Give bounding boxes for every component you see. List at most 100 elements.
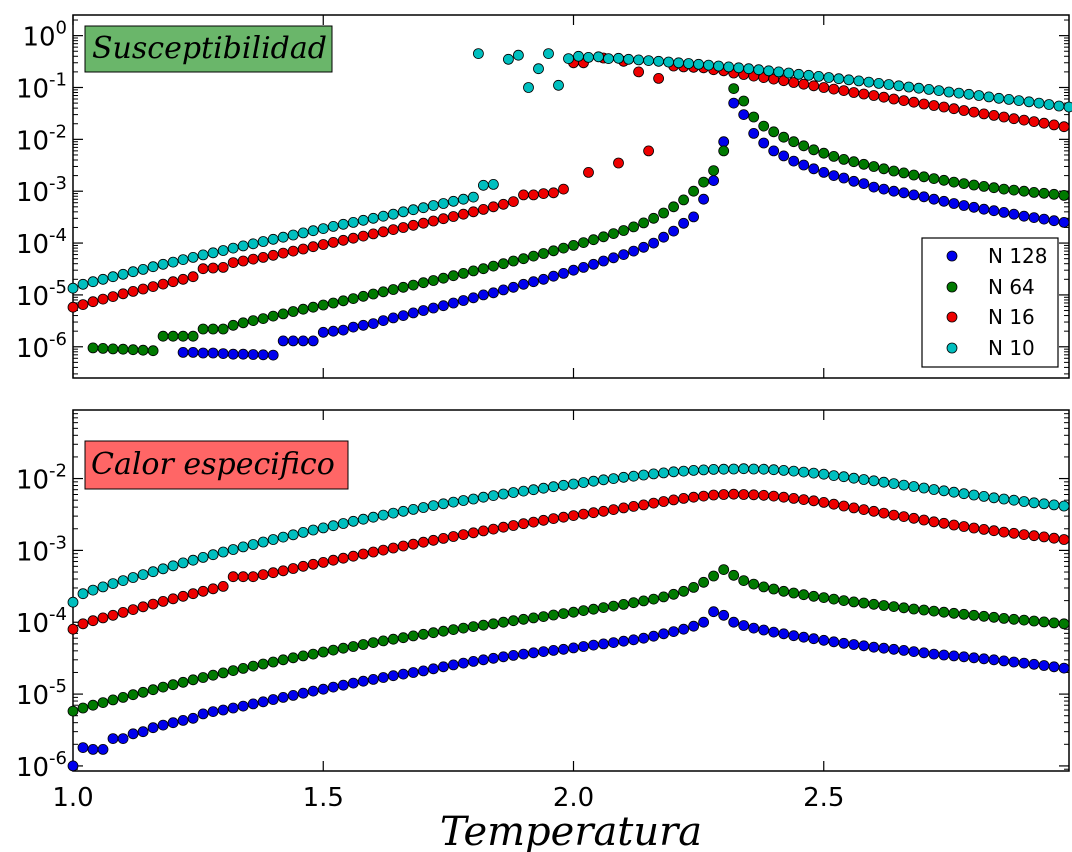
point-n128 (608, 252, 619, 264)
point-n16 (568, 510, 579, 521)
point-n64 (127, 344, 139, 356)
point-n10 (728, 463, 740, 475)
point-n128 (127, 728, 139, 740)
point-n128 (558, 643, 569, 655)
point-n64 (297, 650, 309, 662)
point-n16 (197, 263, 209, 275)
point-n10 (427, 200, 439, 211)
point-n128 (908, 646, 920, 657)
point-n128 (628, 634, 639, 646)
point-n128 (1008, 656, 1020, 668)
point-n128 (207, 347, 219, 359)
point-n10 (407, 503, 419, 515)
point-n10 (538, 482, 549, 494)
point-n16 (107, 609, 119, 621)
point-n10 (187, 554, 199, 566)
point-n64 (167, 679, 179, 691)
point-n16 (277, 565, 289, 577)
point-n10 (823, 72, 835, 83)
point-n10 (833, 73, 845, 85)
point-n128 (447, 659, 459, 671)
point-n64 (447, 624, 459, 635)
point-n64 (978, 610, 990, 622)
point-n128 (217, 348, 229, 360)
point-n16 (548, 187, 559, 199)
point-n128 (397, 668, 409, 680)
point-n16 (518, 518, 529, 530)
point-n128 (658, 628, 669, 640)
point-n10 (87, 584, 99, 596)
y-tick-label: 100 (22, 18, 67, 53)
point-n10 (908, 481, 920, 492)
point-n64 (508, 615, 519, 627)
point-n10 (197, 249, 209, 261)
point-n64 (477, 263, 489, 275)
point-n128 (698, 616, 709, 628)
point-n16 (988, 525, 1000, 537)
point-n64 (207, 669, 219, 681)
point-n128 (858, 178, 870, 190)
point-n10 (633, 54, 644, 66)
point-n10 (593, 51, 604, 63)
point-n128 (197, 708, 209, 720)
point-n10 (327, 520, 339, 532)
point-n64 (758, 581, 770, 593)
point-n64 (497, 616, 509, 628)
point-n16 (968, 106, 980, 118)
point-n10 (127, 266, 139, 278)
point-n16 (848, 87, 860, 98)
point-n128 (968, 652, 980, 664)
point-n64 (397, 281, 409, 293)
point-n16 (347, 550, 359, 562)
point-n16 (227, 571, 239, 583)
point-n10 (548, 481, 559, 493)
point-n64 (227, 319, 239, 331)
point-n128 (948, 198, 960, 209)
point-n128 (497, 651, 509, 663)
y-tick-label: 10-4 (16, 604, 67, 639)
point-n16 (437, 533, 449, 544)
point-n16 (808, 80, 820, 92)
point-n16 (167, 593, 179, 605)
point-n128 (117, 733, 129, 744)
point-n16 (197, 585, 209, 597)
point-n10 (1063, 101, 1072, 113)
point-n10 (773, 66, 785, 78)
point-n10 (803, 69, 815, 81)
legend-label-n64: N 64 (988, 275, 1035, 299)
point-n64 (608, 600, 619, 612)
point-n10 (733, 62, 745, 74)
point-n16 (998, 526, 1010, 538)
point-n64 (177, 330, 189, 342)
point-n16 (347, 232, 359, 244)
point-n64 (778, 131, 790, 143)
point-n16 (467, 206, 479, 218)
point-n64 (347, 293, 359, 305)
x-tick-label: 1.0 (52, 783, 93, 813)
point-n64 (427, 275, 439, 286)
point-n128 (968, 201, 980, 213)
point-n64 (367, 637, 379, 648)
point-n64 (407, 630, 419, 642)
point-n16 (307, 241, 319, 253)
point-n128 (798, 159, 810, 171)
point-n16 (367, 546, 379, 558)
x-tick-label: 2.5 (803, 783, 844, 813)
point-n10 (513, 49, 524, 61)
point-n10 (367, 212, 379, 224)
point-n128 (427, 663, 439, 675)
point-n128 (588, 639, 599, 651)
point-n128 (648, 237, 659, 249)
point-n128 (788, 630, 800, 642)
point-n16 (728, 488, 740, 500)
point-n128 (978, 653, 990, 665)
point-n128 (227, 348, 239, 360)
point-n16 (137, 283, 149, 295)
point-n16 (427, 534, 439, 546)
point-n64 (327, 297, 339, 309)
point-n16 (217, 261, 229, 273)
point-n128 (828, 636, 840, 648)
point-n128 (437, 300, 449, 312)
point-n128 (548, 270, 559, 282)
point-n10 (417, 202, 429, 214)
